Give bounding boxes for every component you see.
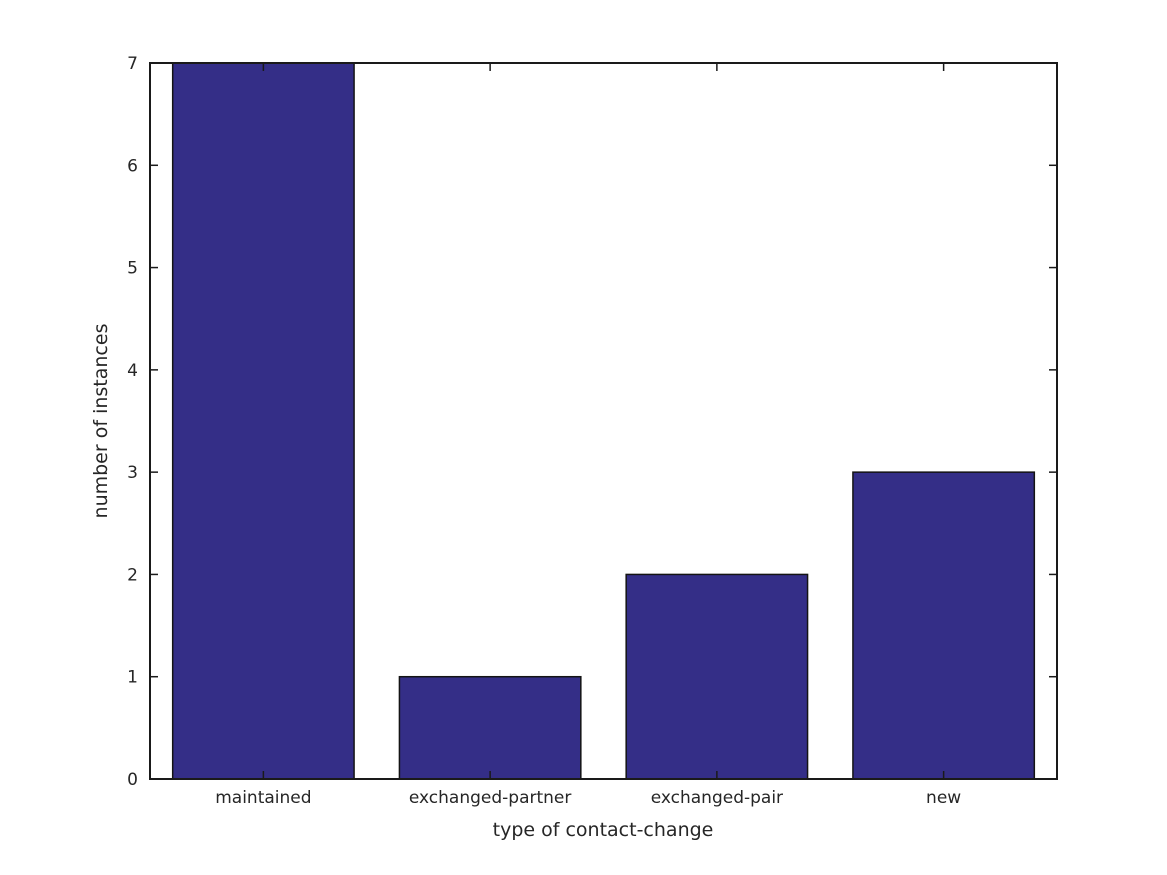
y-tick-label: 6 <box>127 156 138 176</box>
y-tick-label: 3 <box>127 463 138 483</box>
axes-frame <box>149 62 1058 780</box>
y-tick-label: 5 <box>127 259 138 279</box>
y-tick-label: 0 <box>127 770 138 790</box>
bar-exchanged-pair <box>625 573 809 780</box>
x-tick-label: new <box>926 788 961 808</box>
y-tick-label: 1 <box>127 668 138 688</box>
bar-exchanged-partner <box>398 675 582 780</box>
y-tick-label: 7 <box>127 54 138 74</box>
y-tick-label: 2 <box>127 565 138 585</box>
x-tick-label: exchanged-partner <box>409 788 572 808</box>
y-tick-label: 4 <box>127 361 138 381</box>
y-axis-label: number of instances <box>90 324 112 519</box>
bar-maintained <box>171 62 355 780</box>
x-tick-label: maintained <box>215 788 311 808</box>
bar-new <box>852 471 1036 780</box>
x-tick-label: exchanged-pair <box>651 788 783 808</box>
x-axis-label: type of contact-change <box>493 819 714 841</box>
